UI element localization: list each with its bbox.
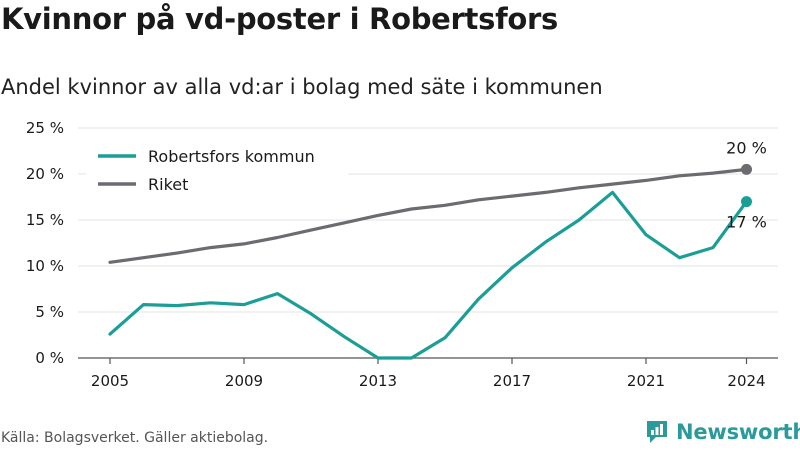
series-end-label: 17 % <box>726 213 767 232</box>
y-tick-label: 25 % <box>26 119 64 137</box>
source-note: Källa: Bolagsverket. Gäller aktiebolag. <box>1 430 269 446</box>
y-tick-label: 20 % <box>26 165 64 183</box>
x-tick-label: 2005 <box>91 372 129 390</box>
x-axis-ticks: 2005 2009 2013 2017 2021 2024 <box>91 358 766 390</box>
series-end-point <box>741 196 752 208</box>
newsworthy-logo-icon <box>647 421 667 443</box>
y-axis-ticks: 0 % 5 % 10 % 15 % 20 % 25 % <box>26 119 64 367</box>
brand-logo: Newsworthy <box>644 419 800 445</box>
y-tick-label: 0 % <box>35 349 64 367</box>
series-lines <box>108 163 752 360</box>
series-line <box>108 167 749 264</box>
series-end-point <box>741 163 752 175</box>
y-tick-label: 5 % <box>35 303 64 321</box>
end-labels: 20 % 17 % <box>726 138 767 231</box>
x-tick-label: 2021 <box>627 372 665 390</box>
legend-label: Robertsfors kommun <box>148 147 315 166</box>
chart-subtitle: Andel kvinnor av alla vd:ar i bolag med … <box>1 75 603 99</box>
chart-legend: Robertsfors kommun Riket <box>86 140 348 198</box>
x-tick-label: 2009 <box>225 372 263 390</box>
brand-name: Newsworthy <box>676 420 800 444</box>
legend-label: Riket <box>148 175 188 194</box>
legend-background <box>86 140 348 198</box>
x-tick-label: 2013 <box>359 372 397 390</box>
x-tick-label: 2024 <box>727 372 765 390</box>
series-line <box>108 190 749 360</box>
y-tick-label: 10 % <box>26 257 64 275</box>
series-end-label: 20 % <box>726 138 767 157</box>
x-tick-label: 2017 <box>493 372 531 390</box>
y-tick-label: 15 % <box>26 211 64 229</box>
chart-title: Kvinnor på vd-poster i Robertsfors <box>1 2 558 36</box>
